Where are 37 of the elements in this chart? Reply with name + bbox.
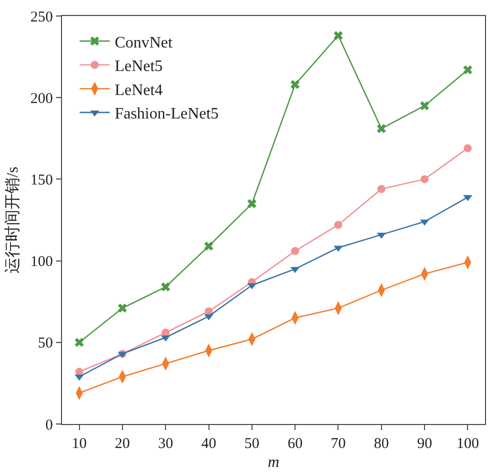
- x-tick-label: 60: [288, 436, 303, 452]
- point: [161, 282, 170, 292]
- y-tick-label: 0: [45, 417, 53, 434]
- legend-label: ConvNet: [114, 34, 174, 52]
- x-tick-label: 30: [158, 436, 174, 452]
- point: [334, 31, 343, 40]
- x-tick-label: 70: [330, 436, 346, 452]
- x-tick-label: 90: [417, 436, 432, 452]
- legend-label: LeNet4: [114, 82, 163, 99]
- x-tick-label: 40: [201, 436, 216, 452]
- x-axis-title: m: [268, 454, 280, 471]
- point: [376, 124, 386, 134]
- y-tick-label: 150: [30, 172, 53, 188]
- point: [291, 247, 300, 256]
- point: [247, 199, 256, 208]
- legend-label: LeNet5: [114, 58, 163, 76]
- point: [204, 242, 214, 251]
- point: [463, 65, 472, 74]
- point: [74, 338, 84, 347]
- point: [464, 144, 472, 152]
- y-tick-label: 100: [30, 254, 53, 270]
- x-tick-label: 20: [114, 436, 130, 452]
- point: [377, 184, 386, 193]
- point: [290, 80, 300, 90]
- x-tick-label: 10: [72, 436, 87, 452]
- point: [334, 220, 342, 229]
- y-tick-label: 250: [30, 9, 53, 26]
- point: [118, 304, 127, 313]
- x-tick-label: 50: [244, 436, 260, 452]
- x-tick-label: 80: [374, 436, 389, 452]
- legend-label: Fashion-LeNet5: [114, 106, 219, 123]
- point: [420, 175, 429, 184]
- point: [420, 101, 430, 110]
- y-axis-title: 运行时间开销/s: [3, 166, 22, 274]
- y-tick-label: 50: [38, 336, 53, 352]
- y-tick-label: 200: [30, 90, 53, 107]
- x-tick-label: 100: [456, 436, 479, 452]
